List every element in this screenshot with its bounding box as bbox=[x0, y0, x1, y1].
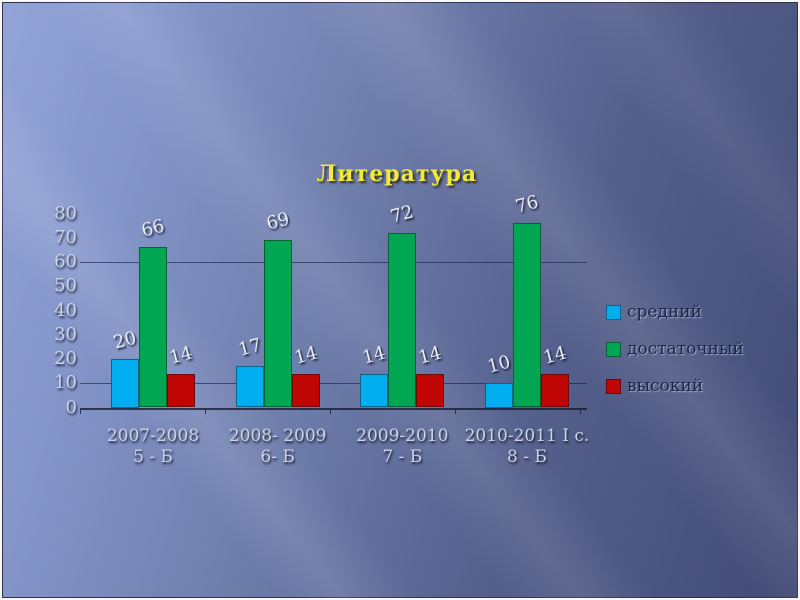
bar-достаточный-2009-2010 bbox=[388, 232, 417, 408]
legend-label: достаточный bbox=[627, 339, 744, 359]
category-class: 5 - Б bbox=[133, 447, 173, 467]
y-axis-tick-label: 40 bbox=[54, 299, 77, 321]
x-axis-tick bbox=[580, 408, 581, 414]
y-axis-tick-label: 30 bbox=[54, 323, 77, 345]
category-class: 8 - Б bbox=[507, 447, 547, 467]
bar-средний-2009-2010 bbox=[360, 373, 389, 408]
bar-высокий-2008- 2009 bbox=[291, 373, 320, 408]
bar-средний-2010-2011 I с. bbox=[484, 383, 513, 408]
y-axis-tick-label: 80 bbox=[54, 202, 77, 224]
category-class: 6- Б bbox=[260, 447, 295, 467]
bar-достаточный-2010-2011 I с. bbox=[512, 223, 541, 408]
legend-item-средний: средний bbox=[606, 302, 744, 322]
y-axis-tick-label: 60 bbox=[54, 251, 77, 272]
y-axis-tick-label: 0 bbox=[65, 396, 77, 418]
bar-value-label: 72 bbox=[388, 201, 417, 228]
x-axis-category-label: 2008- 2009 6- Б bbox=[203, 426, 353, 468]
bar-высокий-2010-2011 I с. bbox=[540, 373, 569, 408]
category-year: 2010-2011 I с. bbox=[464, 426, 590, 446]
category-year: 2007-2008 bbox=[106, 426, 200, 446]
legend-swatch bbox=[606, 378, 621, 394]
bar-высокий-2007-2008 bbox=[167, 373, 195, 408]
bar-достаточный-2007-2008 bbox=[139, 247, 167, 408]
legend-swatch bbox=[606, 341, 621, 357]
legend-label: средний bbox=[627, 302, 702, 322]
x-axis-category-label: 2009-2010 7 - Б bbox=[327, 426, 477, 468]
chart-legend: средний достаточный высокий bbox=[606, 302, 744, 413]
gridline-60 bbox=[80, 262, 587, 263]
y-axis-tick-label: 70 bbox=[54, 226, 77, 248]
bar-value-label: 69 bbox=[263, 208, 292, 235]
x-axis-line bbox=[80, 407, 587, 410]
x-axis-tick bbox=[330, 408, 331, 414]
bar-value-label: 76 bbox=[513, 191, 541, 218]
bar-средний-2008- 2009 bbox=[235, 366, 264, 408]
legend-item-высокий: высокий bbox=[606, 376, 744, 396]
bar-value-label: 66 bbox=[139, 215, 167, 243]
legend-item-достаточный: достаточный bbox=[606, 339, 744, 359]
bar-достаточный-2008- 2009 bbox=[263, 240, 292, 408]
bar-средний-2007-2008 bbox=[111, 359, 139, 408]
chart-title: Литература bbox=[316, 161, 478, 187]
x-axis-category-label: 2010-2011 I с. 8 - Б bbox=[452, 426, 602, 468]
category-class: 7 - Б bbox=[382, 447, 423, 467]
bar-высокий-2009-2010 bbox=[416, 373, 445, 408]
legend-label: высокий bbox=[627, 376, 704, 396]
legend-swatch bbox=[606, 304, 621, 320]
category-year: 2008- 2009 bbox=[228, 426, 327, 446]
category-year: 2009-2010 bbox=[356, 426, 449, 446]
x-axis-tick bbox=[455, 408, 456, 414]
y-axis-tick-label: 50 bbox=[54, 275, 77, 297]
y-axis-tick-label: 10 bbox=[54, 372, 77, 394]
x-axis-tick bbox=[205, 408, 206, 414]
x-axis-tick bbox=[80, 408, 81, 414]
gridline-10 bbox=[80, 383, 587, 385]
x-axis-category-label: 2007-2008 5 - Б bbox=[78, 426, 228, 468]
y-axis-tick-label: 20 bbox=[54, 348, 77, 369]
